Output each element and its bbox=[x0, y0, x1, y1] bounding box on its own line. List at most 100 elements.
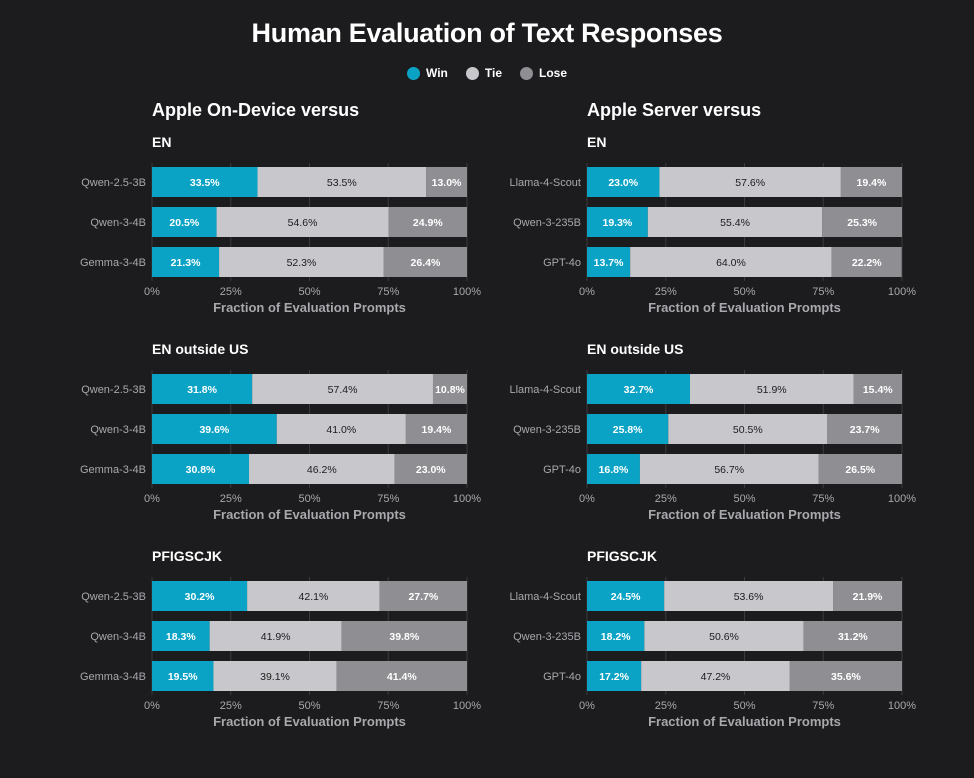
legend-item-lose: Lose bbox=[520, 66, 567, 80]
panel-5-x-axis-label: Fraction of Evaluation Prompts bbox=[213, 714, 406, 729]
panel-2-bar-lose-llama-4-scout bbox=[840, 167, 902, 197]
panel-4-data-label-tie-llama-4-scout: 51.9% bbox=[757, 384, 787, 396]
panel-4-bar-win-qwen-3-235b bbox=[587, 414, 669, 444]
panel-2-data-label-lose-qwen-3-235b: 25.3% bbox=[847, 217, 877, 229]
panel-2-data-label-win-gpt-4o: 13.7% bbox=[594, 257, 624, 269]
panel-4-tick-label: 25% bbox=[655, 493, 677, 505]
panel-6-data-label-tie-gpt-4o: 47.2% bbox=[701, 671, 731, 683]
panel-1-data-label-win-gemma-3-4b: 21.3% bbox=[171, 257, 201, 269]
panel-3-data-label-tie-qwen-2-5-3b: 57.4% bbox=[328, 384, 358, 396]
panel-4-x-axis-label: Fraction of Evaluation Prompts bbox=[648, 507, 841, 522]
panel-1-data-label-win-qwen-2-5-3b: 33.5% bbox=[190, 177, 220, 189]
panel-4-bar-win-llama-4-scout bbox=[587, 374, 691, 404]
panel-5-bar-tie-qwen-3-4b bbox=[209, 621, 342, 651]
panel-2-category-label-llama-4-scout: Llama-4-Scout bbox=[509, 177, 581, 189]
panel-3-data-label-lose-qwen-3-4b: 19.4% bbox=[422, 424, 452, 436]
panel-5-bar-lose-gemma-3-4b bbox=[336, 661, 467, 691]
legend: Win Tie Lose bbox=[0, 66, 974, 80]
panel-2-bar-lose-qwen-3-235b bbox=[822, 207, 902, 237]
panel-5-data-label-win-gemma-3-4b: 19.5% bbox=[168, 671, 198, 683]
panel-1-data-label-tie-qwen-3-4b: 54.6% bbox=[288, 217, 318, 229]
panel-4-category-label-qwen-3-235b: Qwen-3-235B bbox=[513, 424, 581, 436]
panel-6-category-label-gpt-4o: GPT-4o bbox=[543, 671, 581, 683]
panel-5-bar-lose-qwen-3-4b bbox=[341, 621, 467, 651]
panel-2-tick-label: 100% bbox=[888, 286, 916, 298]
panel-6-bar-win-qwen-3-235b bbox=[587, 621, 645, 651]
panel-4-tick-label: 100% bbox=[888, 493, 916, 505]
column-title-on-device: Apple On-Device versus bbox=[152, 100, 360, 120]
panel-3-tick-label: 50% bbox=[298, 493, 320, 505]
panel-4-bar-lose-qwen-3-235b bbox=[827, 414, 902, 444]
panel-5-category-label-gemma-3-4b: Gemma-3-4B bbox=[80, 671, 146, 683]
panel-1-bar-tie-qwen-3-4b bbox=[216, 207, 389, 237]
panel-1-category-label-gemma-3-4b: Gemma-3-4B bbox=[80, 257, 146, 269]
panel-5-data-label-win-qwen-3-4b: 18.3% bbox=[166, 631, 196, 643]
panel-4-bar-tie-gpt-4o bbox=[639, 454, 819, 484]
panel-5-tick-label: 50% bbox=[298, 700, 320, 712]
panel-1-bar-win-gemma-3-4b bbox=[152, 247, 220, 277]
panel-2-title: EN bbox=[587, 134, 606, 150]
panel-1-x-axis-label: Fraction of Evaluation Prompts bbox=[213, 300, 406, 315]
panel-3-bar-lose-qwen-2-5-3b bbox=[432, 374, 467, 404]
panel-1-bar-win-qwen-3-4b bbox=[152, 207, 217, 237]
panel-2-data-label-lose-llama-4-scout: 19.4% bbox=[857, 177, 887, 189]
panel-4-data-label-lose-gpt-4o: 26.5% bbox=[845, 464, 875, 476]
panel-3-bar-tie-qwen-3-4b bbox=[276, 414, 406, 444]
panel-4-data-label-lose-qwen-3-235b: 23.7% bbox=[850, 424, 880, 436]
panel-3-tick-label: 100% bbox=[453, 493, 481, 505]
panel-3-tick-label: 75% bbox=[377, 493, 399, 505]
panel-2-bar-win-gpt-4o bbox=[587, 247, 631, 277]
panel-6-bar-lose-qwen-3-235b bbox=[803, 621, 902, 651]
panel-4-data-label-win-llama-4-scout: 32.7% bbox=[624, 384, 654, 396]
panel-4-category-label-llama-4-scout: Llama-4-Scout bbox=[509, 384, 581, 396]
panel-2-data-label-win-qwen-3-235b: 19.3% bbox=[603, 217, 633, 229]
panel-1-data-label-lose-gemma-3-4b: 26.4% bbox=[411, 257, 441, 269]
panel-3-tick-label: 0% bbox=[144, 493, 160, 505]
panel-4-data-label-lose-llama-4-scout: 15.4% bbox=[863, 384, 893, 396]
panel-5-bar-tie-gemma-3-4b bbox=[213, 661, 337, 691]
panel-2-tick-label: 25% bbox=[655, 286, 677, 298]
panel-2-bar-tie-llama-4-scout bbox=[659, 167, 841, 197]
panel-5-title: PFIGSCJK bbox=[152, 548, 222, 564]
legend-swatch-win bbox=[406, 66, 420, 80]
panel-3-category-label-qwen-2-5-3b: Qwen-2.5-3B bbox=[81, 384, 146, 396]
panel-2-bar-tie-qwen-3-235b bbox=[647, 207, 823, 237]
panel-2-data-label-tie-gpt-4o: 64.0% bbox=[716, 257, 746, 269]
panel-6-bar-tie-qwen-3-235b bbox=[644, 621, 804, 651]
panel-1-bar-lose-qwen-2-5-3b bbox=[426, 167, 467, 197]
panel-4-tick-label: 75% bbox=[812, 493, 834, 505]
panel-1-tick-label: 25% bbox=[220, 286, 242, 298]
panel-6-bar-lose-llama-4-scout bbox=[833, 581, 902, 611]
panel-2-bar-lose-gpt-4o bbox=[831, 247, 902, 277]
panel-2-bar-tie-gpt-4o bbox=[630, 247, 832, 277]
panel-3-title: EN outside US bbox=[152, 341, 248, 357]
panel-6-data-label-win-llama-4-scout: 24.5% bbox=[611, 591, 641, 603]
panel-3-tick-label: 25% bbox=[220, 493, 242, 505]
panel-5-data-label-tie-qwen-3-4b: 41.9% bbox=[261, 631, 291, 643]
panel-6-tick-label: 0% bbox=[579, 700, 595, 712]
panel-1-data-label-lose-qwen-2-5-3b: 13.0% bbox=[432, 177, 462, 189]
panel-2-x-axis-label: Fraction of Evaluation Prompts bbox=[648, 300, 841, 315]
panel-6-tick-label: 25% bbox=[655, 700, 677, 712]
panel-6-title: PFIGSCJK bbox=[587, 548, 657, 564]
panel-1-category-label-qwen-2-5-3b: Qwen-2.5-3B bbox=[81, 177, 146, 189]
panel-6-tick-label: 75% bbox=[812, 700, 834, 712]
panel-4-tick-label: 0% bbox=[579, 493, 595, 505]
panel-6-tick-label: 100% bbox=[888, 700, 916, 712]
panel-3-data-label-tie-gemma-3-4b: 46.2% bbox=[307, 464, 337, 476]
panel-6-bar-win-gpt-4o bbox=[587, 661, 642, 691]
panel-1-bar-tie-gemma-3-4b bbox=[219, 247, 384, 277]
panel-3-data-label-lose-qwen-2-5-3b: 10.8% bbox=[435, 384, 465, 396]
legend-item-win: Win bbox=[406, 66, 448, 80]
panel-6-bar-tie-gpt-4o bbox=[641, 661, 790, 691]
panel-6-tick-label: 50% bbox=[733, 700, 755, 712]
panel-3-category-label-qwen-3-4b: Qwen-3-4B bbox=[90, 424, 146, 436]
panel-5-data-label-win-qwen-2-5-3b: 30.2% bbox=[185, 591, 215, 603]
chart-title: Human Evaluation of Text Responses bbox=[251, 18, 723, 48]
panel-2-bar-win-llama-4-scout bbox=[587, 167, 660, 197]
panel-6-data-label-lose-gpt-4o: 35.6% bbox=[831, 671, 861, 683]
panel-1-title: EN bbox=[152, 134, 171, 150]
panel-3-data-label-win-gemma-3-4b: 30.8% bbox=[186, 464, 216, 476]
panel-5-bar-win-gemma-3-4b bbox=[152, 661, 214, 691]
